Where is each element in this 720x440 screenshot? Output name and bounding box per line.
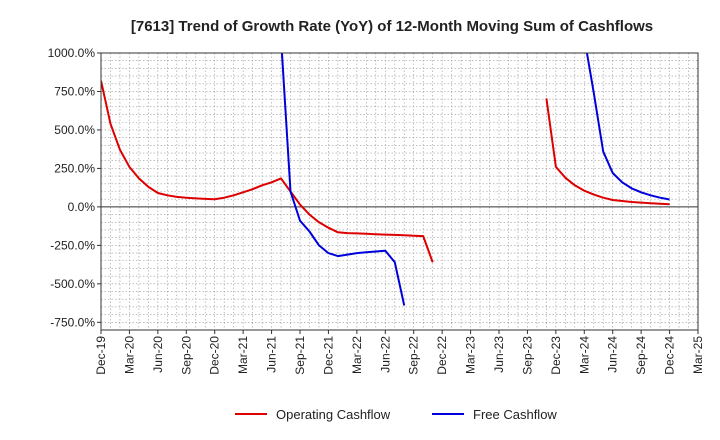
- x-tick-label: Mar-20: [122, 336, 136, 374]
- x-tick-label: Dec-23: [549, 336, 563, 375]
- x-tick-label: Mar-21: [236, 336, 250, 374]
- legend-label-operating: Operating Cashflow: [276, 407, 391, 422]
- x-tick-label: Dec-20: [208, 336, 222, 375]
- y-tick-label: -250.0%: [50, 238, 95, 252]
- x-axis-ticks: Dec-19 Mar-20 Jun-20 Sep-20 Dec-20 Mar-21 Jun-…: [94, 330, 705, 375]
- chart-title: [7613] Trend of Growth Rate (YoY) of 12-…: [131, 18, 653, 35]
- series-line-operating-1: [101, 80, 434, 263]
- x-tick-label: Dec-19: [94, 336, 108, 375]
- x-tick-label: Sep-23: [520, 336, 534, 375]
- series-line-operating-2: [545, 98, 670, 206]
- y-tick-label: 250.0%: [54, 161, 95, 175]
- plot-area: [100, 52, 699, 331]
- x-tick-label: Mar-22: [350, 336, 364, 374]
- x-tick-label: Sep-22: [407, 336, 421, 375]
- x-tick-label: Mar-23: [464, 336, 478, 374]
- x-tick-label: Dec-22: [435, 336, 449, 375]
- x-tick-label: Mar-24: [577, 336, 591, 374]
- x-tick-label: Dec-24: [663, 336, 677, 375]
- series-lines: [101, 53, 670, 306]
- y-tick-label: -750.0%: [50, 315, 95, 329]
- x-tick-label: Mar-25: [691, 336, 705, 374]
- x-tick-label: Sep-24: [634, 336, 648, 375]
- x-tick-label: Sep-21: [293, 336, 307, 375]
- y-axis-ticks: 1000.0% 750.0% 500.0% 250.0% 0.0% -250.0% -500…: [48, 46, 101, 329]
- series-line-free-2: [585, 53, 670, 201]
- legend-label-free: Free Cashflow: [473, 407, 557, 422]
- x-tick-label: Jun-23: [492, 336, 506, 373]
- y-tick-label: 750.0%: [54, 84, 95, 98]
- grid-lines: [101, 53, 698, 330]
- y-tick-label: 500.0%: [54, 123, 95, 137]
- x-tick-label: Dec-21: [321, 336, 335, 375]
- x-tick-label: Jun-24: [606, 336, 620, 373]
- y-tick-label: 0.0%: [68, 200, 96, 214]
- series-line-free-1: [280, 53, 406, 306]
- x-tick-label: Jun-22: [378, 336, 392, 373]
- x-tick-label: Jun-20: [151, 336, 165, 373]
- x-tick-label: Sep-20: [179, 336, 193, 375]
- legend: Operating Cashflow Free Cashflow: [235, 407, 557, 422]
- y-tick-label: -500.0%: [50, 277, 95, 291]
- x-tick-label: Jun-21: [265, 336, 279, 373]
- y-tick-label: 1000.0%: [48, 46, 96, 60]
